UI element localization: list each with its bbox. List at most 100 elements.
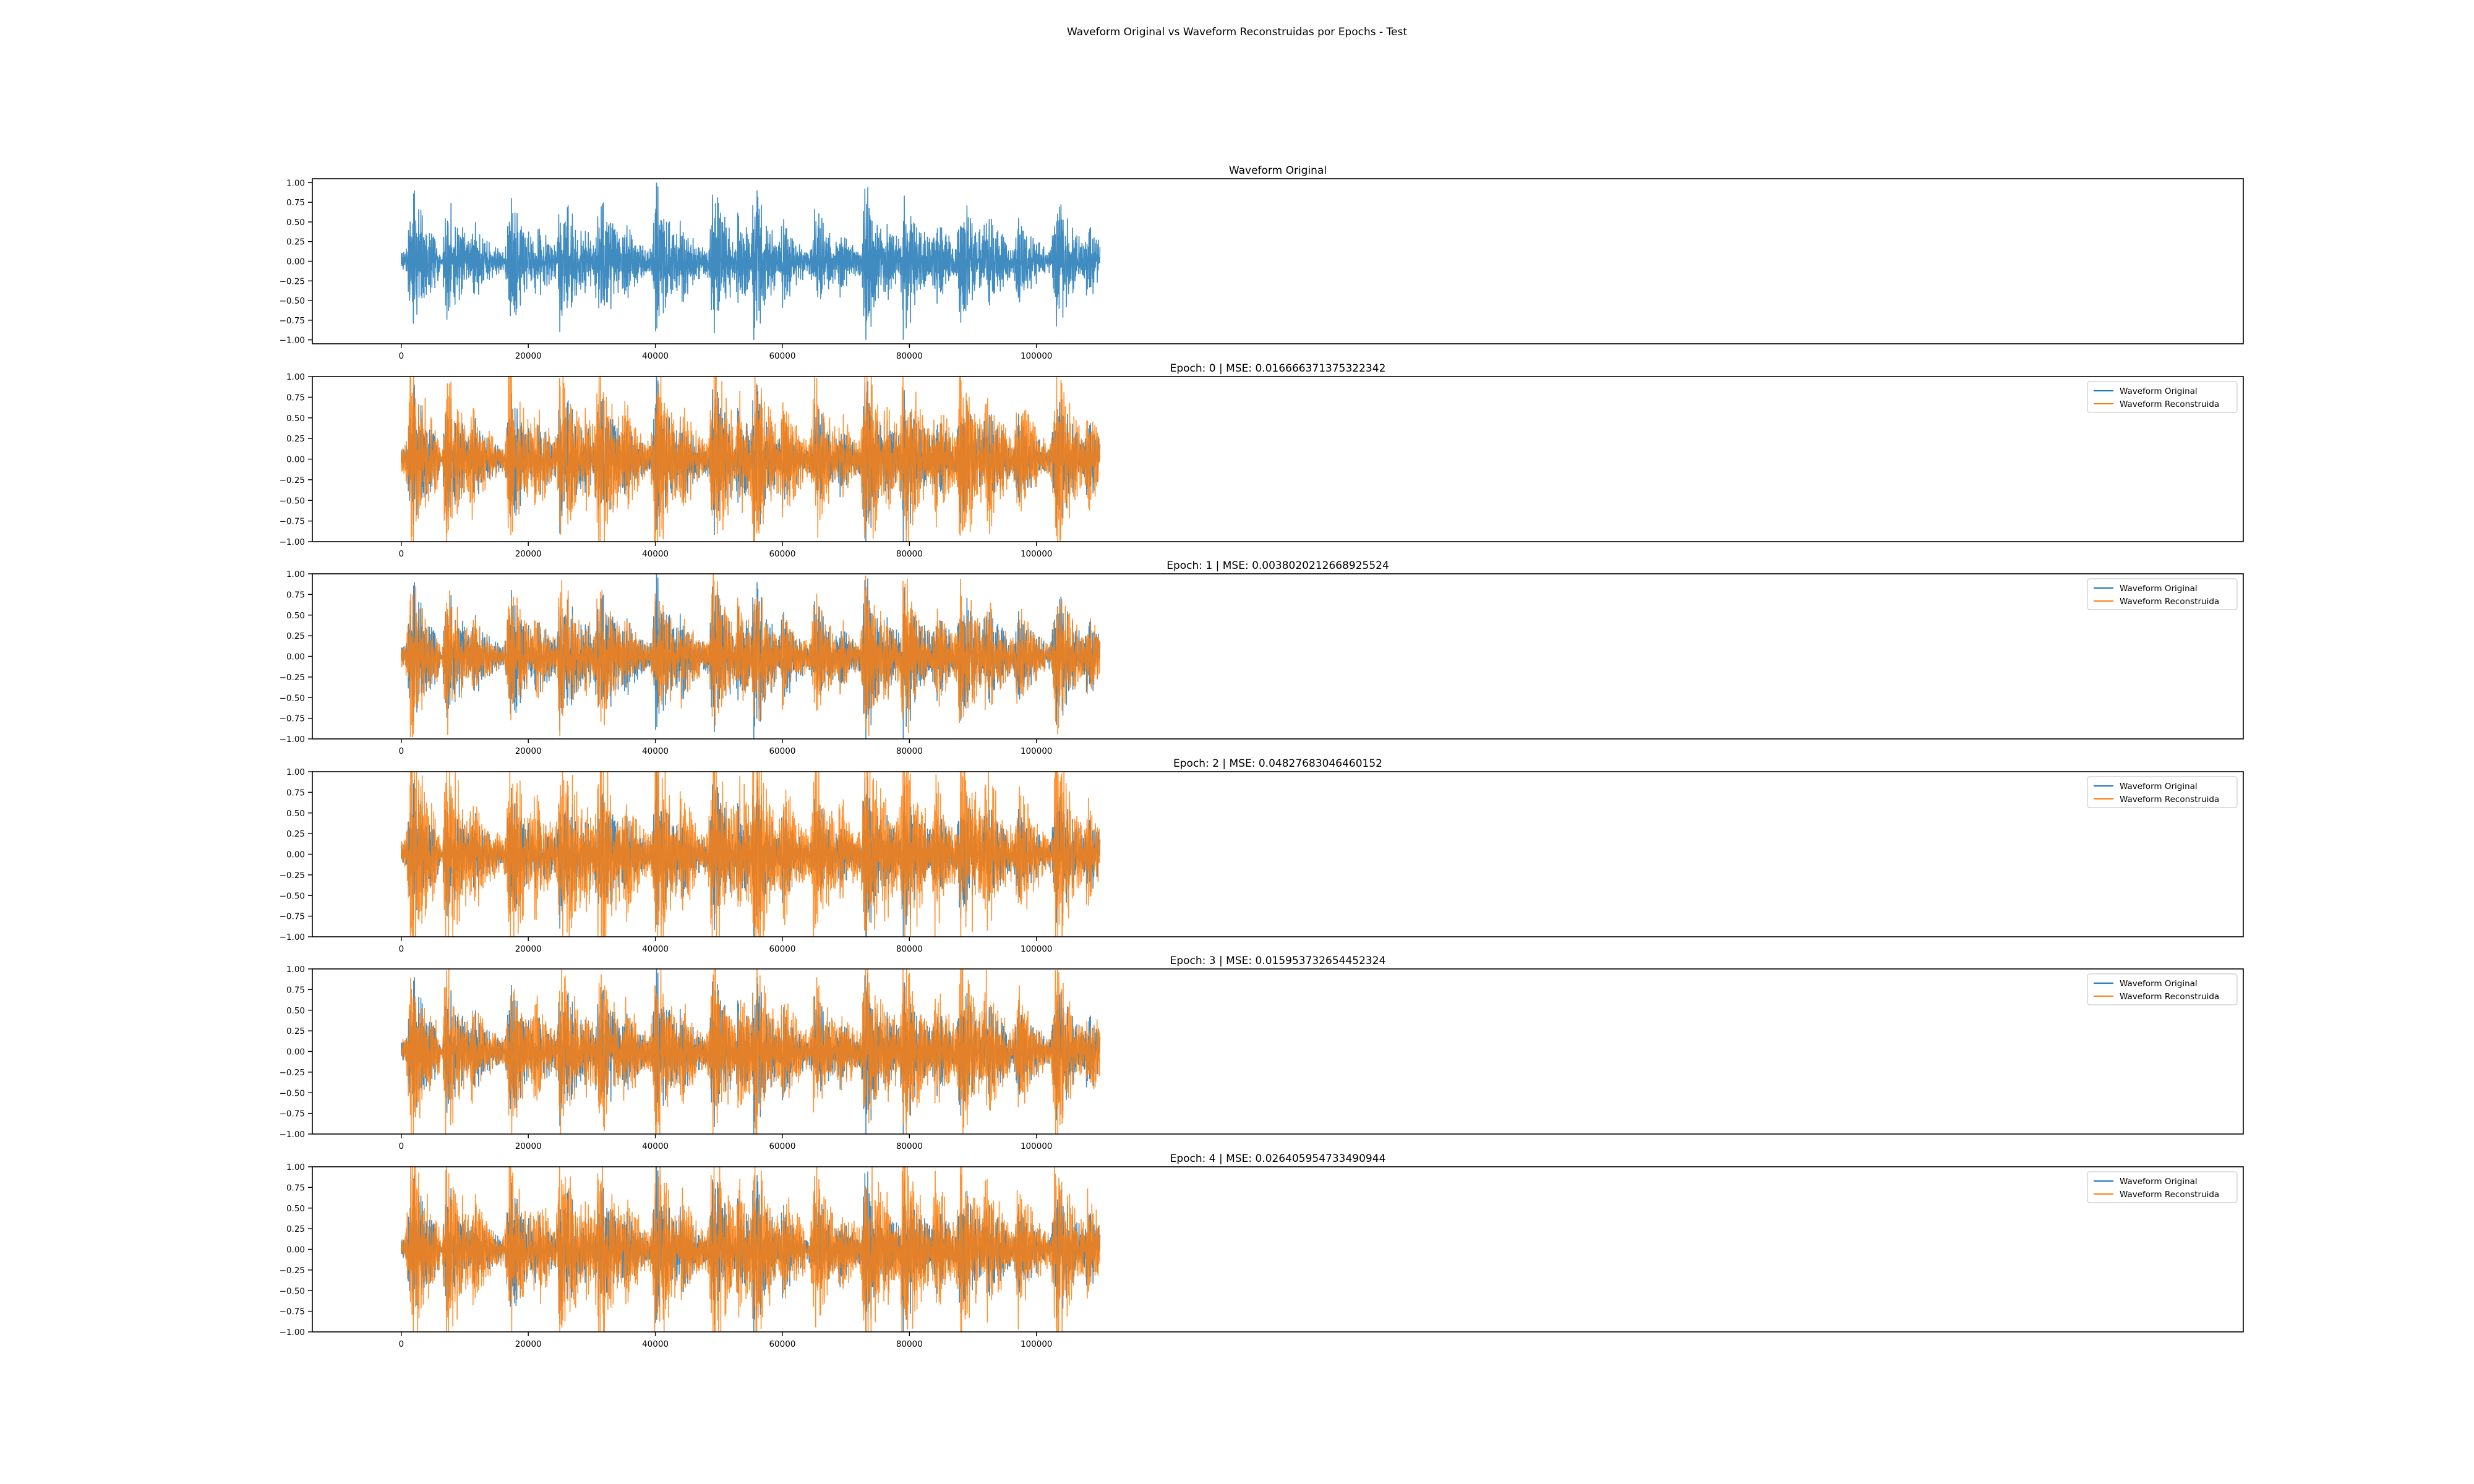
legend-box <box>2087 973 2238 1005</box>
series-group <box>401 377 1101 542</box>
subplot-title: Epoch: 4 | MSE: 0.026405954733490944 <box>1170 1153 1386 1165</box>
x-tick-label: 0 <box>398 549 404 559</box>
x-tick-label: 0 <box>398 1141 404 1151</box>
x-tick-label: 80000 <box>896 944 923 954</box>
figure-suptitle: Waveform Original vs Waveform Reconstrui… <box>1066 26 1408 38</box>
y-tick-label: 0.25 <box>286 631 305 641</box>
y-tick-label: 0.50 <box>286 1204 305 1214</box>
subplot-3: Epoch: 2 | MSE: 0.04827683046460152 −1.00… <box>280 757 2244 954</box>
x-tick-label: 60000 <box>769 549 795 559</box>
y-tick-label: −1.00 <box>280 537 305 547</box>
series-group <box>401 969 1101 1134</box>
y-tick-label: −0.50 <box>280 496 305 506</box>
x-tick-label: 100000 <box>1021 944 1053 954</box>
x-tick-label: 0 <box>398 944 404 954</box>
y-tick-label: −0.75 <box>280 1307 305 1317</box>
y-tick-label: 0.25 <box>286 829 305 839</box>
y-tick-label: −0.25 <box>280 1266 305 1276</box>
y-tick-label: −0.75 <box>280 912 305 922</box>
series-group <box>401 1167 1101 1332</box>
x-tick-label: 20000 <box>515 944 542 954</box>
y-tick-label: −0.50 <box>280 891 305 901</box>
y-tick-label: 0.50 <box>286 218 305 228</box>
x-tick-label: 60000 <box>769 1339 795 1349</box>
series-group <box>401 574 1101 739</box>
x-tick-label: 40000 <box>642 549 669 559</box>
subplot-0: Waveform Original −1.00 −0.75 −0.50 −0.25 0.0… <box>280 164 2244 361</box>
x-tick-label: 60000 <box>769 351 795 361</box>
x-tick-label: 100000 <box>1021 746 1053 756</box>
legend-box <box>2087 1171 2238 1203</box>
y-tick-label: 0.50 <box>286 414 305 424</box>
y-tick-label: 1.00 <box>286 965 305 974</box>
y-tick-label: 0.00 <box>286 850 305 860</box>
x-tick-label: 20000 <box>515 746 542 756</box>
y-tick-label: 0.75 <box>286 985 305 995</box>
x-tick-label: 40000 <box>642 1339 669 1349</box>
y-tick-label: −0.75 <box>280 1109 305 1119</box>
x-tick-label: 20000 <box>515 1141 542 1151</box>
y-tick-label: 0.50 <box>286 1006 305 1016</box>
x-tick-label: 40000 <box>642 746 669 756</box>
y-tick-label: −1.00 <box>280 932 305 942</box>
y-tick-label: −0.50 <box>280 1088 305 1098</box>
y-tick-label: −0.50 <box>280 693 305 703</box>
x-tick-label: 60000 <box>769 746 795 756</box>
y-tick-label: 1.00 <box>286 1162 305 1172</box>
x-tick-label: 0 <box>398 1339 404 1349</box>
x-tick-label: 0 <box>398 351 404 361</box>
subplot-2: Epoch: 1 | MSE: 0.0038020212668925524 −1.… <box>280 560 2244 756</box>
series-line-reconstructed <box>401 772 1101 937</box>
x-tick-label: 100000 <box>1021 351 1053 361</box>
y-tick-label: −0.50 <box>280 296 305 306</box>
subplot-1: Epoch: 0 | MSE: 0.016666371375322342 −1.0… <box>280 362 2244 559</box>
y-tick-label: −0.75 <box>280 316 305 326</box>
y-tick-label: −0.25 <box>280 673 305 683</box>
series-group <box>401 182 1101 340</box>
x-tick-label: 20000 <box>515 1339 542 1349</box>
y-tick-label: −0.75 <box>280 517 305 527</box>
y-tick-label: 0.75 <box>286 788 305 798</box>
subplot-5: Epoch: 4 | MSE: 0.026405954733490944 −1.0… <box>280 1153 2244 1349</box>
x-tick-label: 20000 <box>515 351 542 361</box>
y-tick-label: −0.25 <box>280 475 305 485</box>
y-tick-label: 0.75 <box>286 393 305 403</box>
y-tick-label: −1.00 <box>280 1130 305 1140</box>
y-tick-label: 1.00 <box>286 767 305 777</box>
y-tick-label: 0.00 <box>286 1047 305 1057</box>
y-tick-label: 1.00 <box>286 178 305 188</box>
y-tick-label: −0.25 <box>280 276 305 286</box>
subplot-title: Epoch: 3 | MSE: 0.015953732654452324 <box>1170 955 1386 967</box>
x-tick-label: 80000 <box>896 1141 923 1151</box>
y-tick-label: 0.00 <box>286 1245 305 1255</box>
legend-label: Waveform Reconstruida <box>2120 399 2219 409</box>
legend: Waveform Original Waveform Reconstruida <box>2087 381 2238 413</box>
x-tick-label: 20000 <box>515 549 542 559</box>
y-tick-label: 0.25 <box>286 1224 305 1234</box>
subplot-title: Epoch: 1 | MSE: 0.0038020212668925524 <box>1166 560 1389 572</box>
y-tick-label: 0.50 <box>286 611 305 621</box>
x-tick-label: 40000 <box>642 351 669 361</box>
y-tick-label: 1.00 <box>286 569 305 579</box>
series-line-reconstructed <box>401 969 1101 1134</box>
y-tick-label: −1.00 <box>280 1328 305 1337</box>
legend-label: Waveform Reconstruida <box>2120 992 2219 1002</box>
legend-label: Waveform Reconstruida <box>2120 597 2219 607</box>
y-tick-label: 0.50 <box>286 809 305 819</box>
y-tick-label: 0.75 <box>286 590 305 600</box>
x-tick-label: 80000 <box>896 1339 923 1349</box>
subplot-4: Epoch: 3 | MSE: 0.015953732654452324 −1.0… <box>280 955 2244 1151</box>
y-tick-label: 0.00 <box>286 257 305 267</box>
series-group <box>401 772 1101 937</box>
y-tick-label: 0.25 <box>286 1026 305 1036</box>
legend-label: Waveform Reconstruida <box>2120 795 2219 804</box>
x-tick-label: 40000 <box>642 1141 669 1151</box>
x-tick-label: 60000 <box>769 944 795 954</box>
y-tick-label: −0.50 <box>280 1286 305 1296</box>
y-tick-label: −0.25 <box>280 1068 305 1078</box>
x-tick-label: 100000 <box>1021 1141 1053 1151</box>
x-tick-label: 80000 <box>896 746 923 756</box>
y-tick-label: 1.00 <box>286 372 305 382</box>
series-line-original <box>401 182 1101 340</box>
